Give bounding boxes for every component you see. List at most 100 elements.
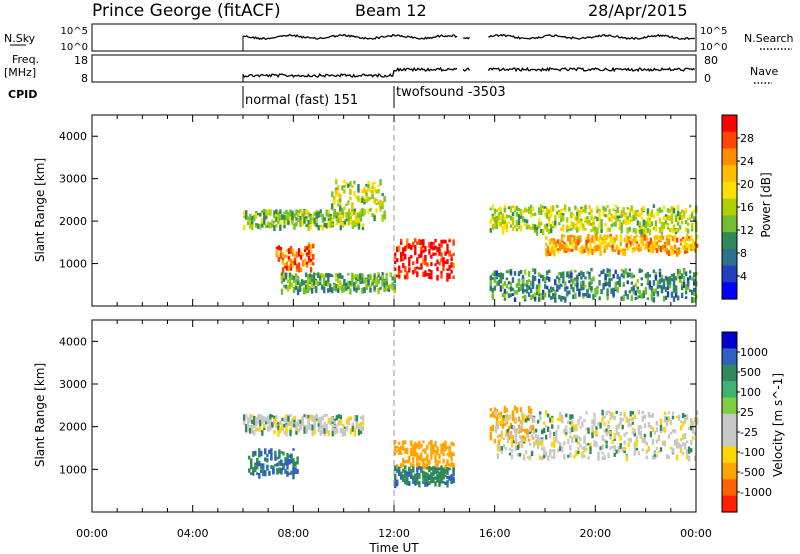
echo-cell: [692, 436, 695, 440]
echo-cell: [562, 215, 565, 222]
echo-cell: [593, 430, 596, 434]
echo-cell: [497, 412, 501, 416]
echo-cell: [684, 220, 688, 225]
echo-cell: [557, 239, 560, 245]
echo-cell: [253, 419, 256, 426]
echo-cell: [275, 212, 278, 219]
echo-cell: [377, 201, 380, 205]
echo-cell: [369, 275, 372, 281]
echo-cell: [430, 440, 433, 446]
echo-cell: [287, 421, 290, 427]
echo-cell: [501, 293, 505, 298]
echo-cell: [505, 408, 509, 413]
echo-cell: [510, 454, 514, 460]
echo-cell: [385, 273, 388, 277]
echo-cell: [691, 296, 694, 304]
echo-cell: [448, 463, 451, 467]
echo-cell: [452, 275, 455, 280]
echo-cell: [303, 249, 307, 253]
echo-cell: [564, 208, 567, 212]
echo-cell: [260, 463, 263, 468]
echo-cell: [628, 268, 631, 272]
echo-cell: [527, 438, 531, 442]
echo-cell: [609, 411, 612, 416]
echo-cell: [646, 297, 650, 300]
echo-cell: [265, 417, 268, 422]
echo-cell: [564, 287, 567, 292]
echo-cell: [544, 224, 547, 229]
echo-cell: [306, 274, 310, 279]
echo-cell: [558, 211, 561, 218]
echo-cell: [375, 279, 378, 286]
echo-cell: [406, 244, 409, 248]
echo-cell: [612, 287, 615, 294]
echo-cell: [638, 289, 641, 295]
echo-cell: [575, 236, 578, 241]
echo-cell: [321, 213, 324, 218]
echo-cell: [638, 221, 641, 227]
ytick-label: 2000: [59, 421, 87, 434]
echo-cell: [377, 287, 380, 295]
echo-cell: [404, 465, 407, 470]
echo-cell: [339, 428, 342, 434]
echo-cell: [383, 279, 386, 284]
echo-cell: [525, 208, 529, 213]
echo-cell: [341, 215, 344, 219]
echo-cell: [566, 286, 569, 290]
echo-cell: [593, 440, 596, 447]
echo-cell: [408, 243, 411, 248]
echo-cell: [579, 426, 582, 429]
echo-cell: [412, 457, 415, 464]
ytick-label: 3000: [59, 378, 87, 391]
echo-cell: [672, 277, 676, 282]
echo-cell: [269, 422, 272, 426]
station-title: Prince George (fitACF): [92, 1, 281, 21]
echo-cell: [533, 268, 537, 275]
echo-cell: [651, 412, 655, 418]
echo-cell: [317, 426, 320, 430]
echo-cell: [585, 443, 588, 447]
echo-cell: [503, 288, 507, 296]
colorbar-tick-label: 4: [740, 270, 747, 283]
echo-cell: [341, 288, 344, 293]
echo-cell: [601, 444, 604, 450]
echo-cell: [245, 211, 248, 218]
echo-cell: [665, 235, 669, 239]
echo-cell: [452, 452, 455, 457]
echo-cell: [643, 425, 647, 429]
echo-cell: [609, 236, 612, 243]
echo-cell: [691, 290, 694, 296]
echo-cell: [696, 410, 699, 416]
echo-cell: [398, 270, 401, 273]
echo-cell: [261, 430, 264, 436]
echo-cell: [359, 218, 363, 222]
echo-cell: [511, 216, 515, 223]
echo-cell: [418, 462, 421, 469]
echo-cell: [279, 246, 283, 250]
echo-cell: [276, 462, 279, 467]
echo-cell: [534, 439, 538, 446]
echo-cell: [277, 257, 281, 262]
echo-cell: [665, 416, 669, 421]
echo-cell: [503, 281, 507, 286]
echo-cell: [673, 235, 677, 242]
echo-cell: [570, 220, 573, 227]
echo-cell: [647, 412, 651, 418]
echo-cell: [613, 249, 616, 253]
echo-cell: [640, 225, 643, 230]
echo-cell: [605, 444, 608, 449]
echo-cell: [375, 208, 378, 213]
echo-cell: [347, 273, 350, 276]
echo-cell: [635, 447, 638, 451]
echo-cell: [546, 226, 549, 232]
echo-cell: [251, 215, 254, 221]
echo-cell: [424, 255, 427, 261]
echo-cell: [420, 456, 423, 462]
echo-cell: [345, 182, 348, 187]
echo-cell: [315, 280, 318, 285]
echo-cell: [610, 290, 613, 295]
echo-cell: [585, 239, 588, 246]
echo-cell: [357, 195, 360, 202]
echo-cell: [251, 419, 254, 424]
echo-cell: [402, 457, 405, 461]
